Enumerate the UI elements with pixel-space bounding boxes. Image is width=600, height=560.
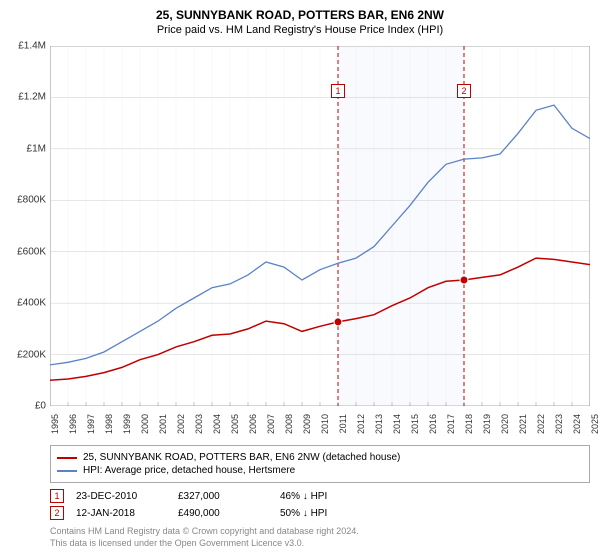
- sale-rows: 1 23-DEC-2010 £327,000 46% ↓ HPI 2 12-JAN-201…: [50, 489, 590, 520]
- legend-label: 25, SUNNYBANK ROAD, POTTERS BAR, EN6 2NW…: [83, 452, 400, 463]
- x-tick-label: 2015: [410, 414, 420, 434]
- legend: 25, SUNNYBANK ROAD, POTTERS BAR, EN6 2NW…: [50, 445, 590, 549]
- y-tick-label: £1M: [27, 143, 46, 154]
- x-tick-label: 1997: [86, 414, 96, 434]
- x-tick-label: 2019: [482, 414, 492, 434]
- sale-number-badge: 2: [50, 506, 64, 520]
- sale-pct: 50% ↓ HPI: [280, 508, 370, 519]
- y-tick-label: £200K: [17, 349, 46, 360]
- x-tick-label: 2018: [464, 414, 474, 434]
- y-axis: £0£200K£400K£600K£800K£1M£1.2M£1.4M: [2, 46, 46, 406]
- y-tick-label: £1.4M: [18, 41, 46, 52]
- x-tick-label: 1998: [104, 414, 114, 434]
- x-tick-label: 2009: [302, 414, 312, 434]
- x-tick-label: 2017: [446, 414, 456, 434]
- legend-series-row: HPI: Average price, detached house, Hert…: [57, 465, 583, 476]
- plot-svg: [50, 46, 590, 406]
- x-tick-label: 2024: [572, 414, 582, 434]
- x-tick-label: 2005: [230, 414, 240, 434]
- x-tick-label: 2013: [374, 414, 384, 434]
- sale-date: 12-JAN-2018: [76, 508, 166, 519]
- x-tick-label: 1995: [50, 414, 60, 434]
- x-tick-label: 1996: [68, 414, 78, 434]
- sale-price: £490,000: [178, 508, 268, 519]
- x-tick-label: 2008: [284, 414, 294, 434]
- x-tick-label: 2014: [392, 414, 402, 434]
- x-tick-label: 2020: [500, 414, 510, 434]
- sale-pct: 46% ↓ HPI: [280, 491, 370, 502]
- license-text: Contains HM Land Registry data © Crown c…: [50, 526, 590, 549]
- x-tick-label: 2011: [338, 414, 348, 433]
- x-tick-label: 2016: [428, 414, 438, 434]
- x-tick-label: 2012: [356, 414, 366, 434]
- y-tick-label: £0: [35, 401, 46, 412]
- legend-swatch: [57, 470, 77, 472]
- page-title: 25, SUNNYBANK ROAD, POTTERS BAR, EN6 2NW: [0, 8, 600, 22]
- sale-number-badge: 1: [50, 489, 64, 503]
- x-tick-label: 2006: [248, 414, 258, 434]
- sale-price: £327,000: [178, 491, 268, 502]
- legend-series-box: 25, SUNNYBANK ROAD, POTTERS BAR, EN6 2NW…: [50, 445, 590, 483]
- sale-marker-badge: 1: [331, 84, 345, 98]
- license-line-1: Contains HM Land Registry data © Crown c…: [50, 526, 590, 538]
- sale-marker-badge: 2: [457, 84, 471, 98]
- legend-label: HPI: Average price, detached house, Hert…: [83, 465, 295, 476]
- license-line-2: This data is licensed under the Open Gov…: [50, 538, 590, 550]
- x-tick-label: 2023: [554, 414, 564, 434]
- y-tick-label: £400K: [17, 298, 46, 309]
- x-tick-label: 2001: [158, 414, 168, 434]
- x-tick-label: 2000: [140, 414, 150, 434]
- x-tick-label: 2022: [536, 414, 546, 434]
- legend-series-row: 25, SUNNYBANK ROAD, POTTERS BAR, EN6 2NW…: [57, 452, 583, 463]
- x-tick-label: 2002: [176, 414, 186, 434]
- y-tick-label: £600K: [17, 246, 46, 257]
- x-tick-label: 2003: [194, 414, 204, 434]
- sale-row: 2 12-JAN-2018 £490,000 50% ↓ HPI: [50, 506, 590, 520]
- x-tick-label: 1999: [122, 414, 132, 434]
- sale-row: 1 23-DEC-2010 £327,000 46% ↓ HPI: [50, 489, 590, 503]
- x-tick-label: 2025: [590, 414, 600, 434]
- legend-swatch: [57, 457, 77, 459]
- x-tick-label: 2007: [266, 414, 276, 434]
- x-tick-label: 2004: [212, 414, 222, 434]
- y-tick-label: £800K: [17, 195, 46, 206]
- y-tick-label: £1.2M: [18, 92, 46, 103]
- x-tick-label: 2010: [320, 414, 330, 434]
- x-tick-label: 2021: [518, 414, 528, 434]
- price-chart: £0£200K£400K£600K£800K£1M£1.2M£1.4M 1995…: [50, 46, 590, 406]
- page-subtitle: Price paid vs. HM Land Registry's House …: [0, 24, 600, 36]
- sale-date: 23-DEC-2010: [76, 491, 166, 502]
